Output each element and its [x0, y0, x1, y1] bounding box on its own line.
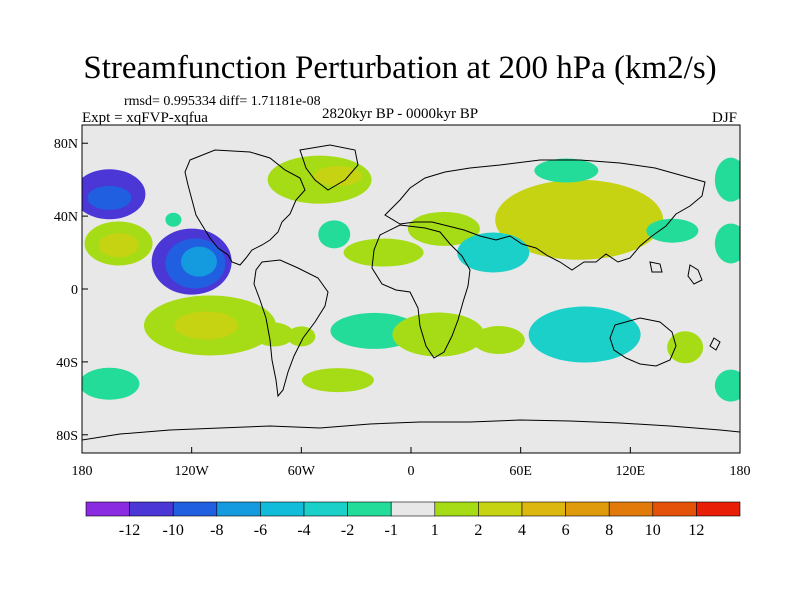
x-axis: 180 120W 60W 0 60E 120E 180 [72, 447, 751, 479]
anomaly-field [82, 155, 740, 402]
x-tick-label: 60W [288, 464, 316, 479]
coastlines [82, 144, 740, 441]
anomaly-region [287, 326, 316, 347]
colorbar-swatch [260, 501, 305, 517]
x-tick-label: 120W [175, 464, 210, 479]
x-tick-label: 0 [408, 464, 415, 479]
colorbar: -12 -10 -8 -6 -4 -2 -1 1 2 4 6 8 10 12 [85, 501, 741, 539]
anomaly-region [165, 212, 182, 227]
anomaly-region [392, 312, 485, 357]
colorbar-swatch [85, 501, 130, 517]
colorbar-label: -6 [254, 522, 267, 539]
colorbar-swatch [172, 501, 218, 517]
anomaly-region [313, 166, 362, 187]
colorbar-swatch [129, 501, 174, 517]
colorbar-label: -12 [119, 522, 140, 539]
experiment-label: Expt = xqFVP-xqfua [82, 110, 208, 126]
colorbar-label: 10 [645, 522, 661, 539]
colorbar-label: -4 [297, 522, 310, 539]
colorbar-swatch [608, 501, 654, 517]
anomaly-region [534, 158, 599, 183]
colorbar-label: -1 [385, 522, 398, 539]
anomaly-region [472, 326, 525, 355]
anomaly-region [646, 218, 699, 243]
colorbar-swatch [521, 501, 566, 517]
anomaly-region [667, 331, 704, 364]
colorbar-swatch [652, 501, 697, 517]
anomaly-region [457, 232, 530, 273]
anomaly-region [714, 223, 740, 264]
anomaly-region [301, 368, 374, 393]
colorbar-label: 12 [688, 522, 704, 539]
colorbar-swatch [478, 501, 523, 517]
colorbar-swatch [696, 501, 741, 517]
y-axis: 80N 40N 0 40S 80S [54, 137, 88, 444]
anomaly-region [87, 185, 132, 210]
stats-text: rmsd= 0.995334 diff= 1.71181e-08 [124, 94, 321, 109]
colorbar-swatch [303, 501, 348, 517]
chart-title: Streamfunction Perturbation at 200 hPa (… [83, 50, 717, 86]
x-tick-label: 180 [72, 464, 93, 479]
anomaly-region [714, 157, 740, 202]
season-label: DJF [712, 110, 738, 126]
colorbar-swatch [347, 501, 392, 517]
x-tick-label: 180 [730, 464, 751, 479]
colorbar-label: 2 [474, 522, 482, 539]
anomaly-region [98, 233, 139, 258]
y-tick-label: 40S [56, 356, 78, 371]
anomaly-region [343, 238, 424, 267]
y-tick-label: 80N [54, 137, 78, 152]
colorbar-label: -2 [341, 522, 354, 539]
anomaly-region [174, 311, 239, 340]
anomaly-region [714, 369, 740, 402]
colorbar-label: 8 [605, 522, 613, 539]
colorbar-label: -10 [163, 522, 184, 539]
colorbar-label: -8 [210, 522, 223, 539]
colorbar-label: 6 [562, 522, 570, 539]
y-tick-label: 40N [54, 210, 78, 225]
x-tick-label: 120E [616, 464, 646, 479]
anomaly-region [253, 322, 294, 347]
x-tick-label: 60E [509, 464, 532, 479]
period-label: 2820kyr BP - 0000kyr BP [322, 106, 479, 122]
anomaly-region [407, 211, 480, 246]
colorbar-swatch [390, 501, 436, 517]
anomaly-region [528, 306, 641, 363]
y-tick-label: 80S [56, 429, 78, 444]
anomaly-region [82, 367, 140, 400]
colorbar-swatch [216, 501, 261, 517]
anomaly-region [318, 220, 351, 249]
anomaly-region [180, 246, 217, 277]
colorbar-swatch [565, 501, 610, 517]
colorbar-label: 1 [431, 522, 439, 539]
colorbar-label: 4 [518, 522, 526, 539]
y-tick-label: 0 [71, 283, 78, 298]
colorbar-swatch [434, 501, 479, 517]
anomaly-region [495, 179, 664, 260]
